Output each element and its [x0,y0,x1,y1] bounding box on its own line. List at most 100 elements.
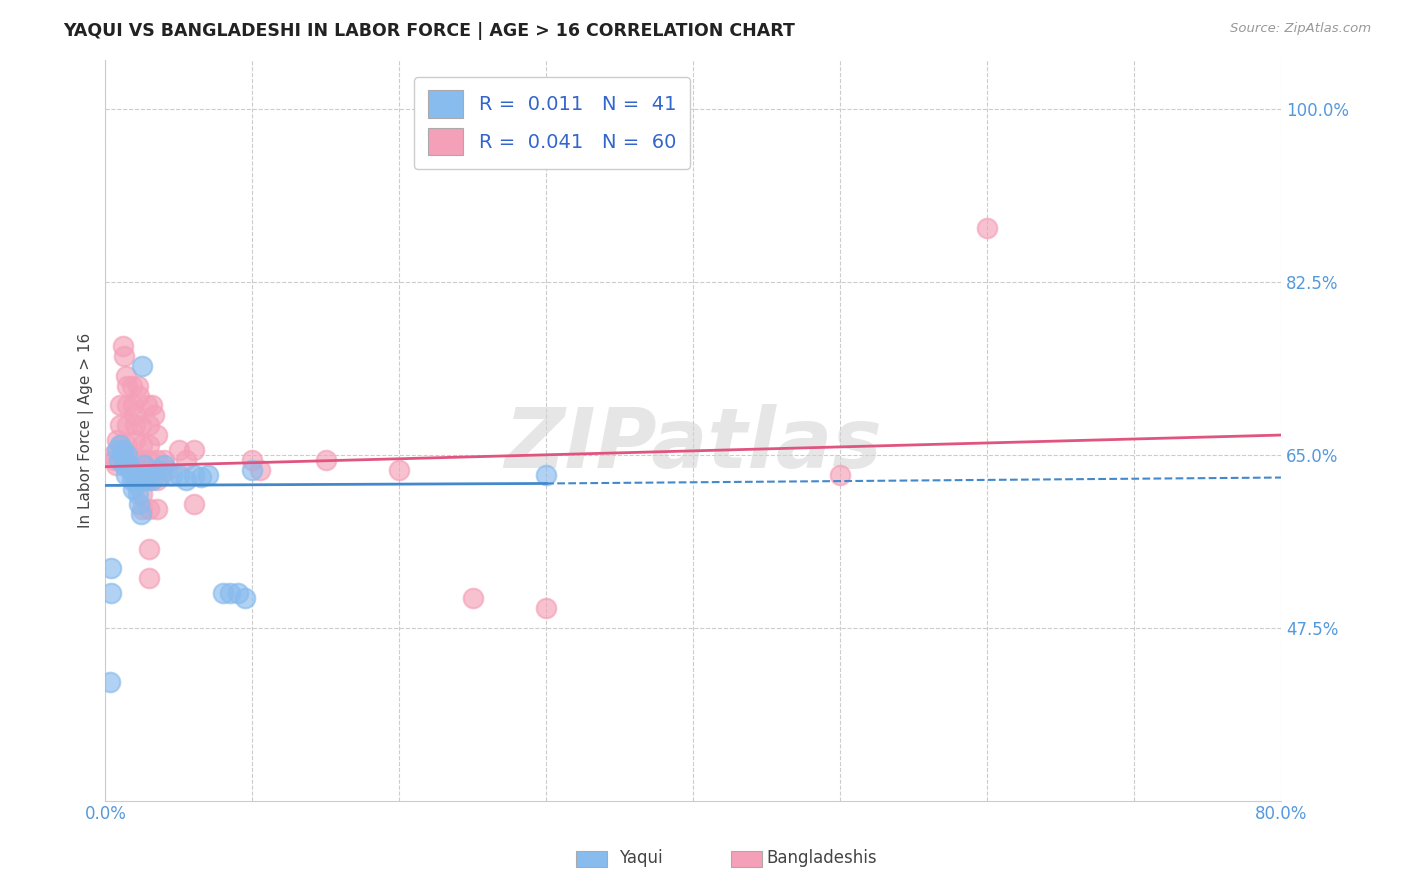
Point [830,467,852,482]
Point [115,368,138,383]
Point [146,462,169,476]
Point [388,462,411,476]
Point [129,418,152,433]
Legend: R =  0.011   N =  41, R =  0.041   N =  60: R = 0.011 N = 41, R = 0.041 N = 60 [415,77,690,169]
Point [183,497,205,511]
Point [128,497,150,511]
Point [976,220,998,235]
Point [141,473,163,487]
Point [534,467,557,482]
Point [212,586,235,600]
Point [131,438,153,452]
Point [138,418,160,433]
Point [131,502,153,516]
Point [138,438,160,452]
Point [146,473,169,487]
Point [115,467,138,482]
Point [150,467,173,482]
Point [124,467,146,482]
Point [174,473,197,487]
Point [122,483,145,497]
Point [122,398,145,412]
Point [103,452,125,467]
Point [142,409,165,423]
Point [315,452,337,467]
Point [114,349,136,363]
Point [146,428,169,442]
Point [108,438,131,452]
Point [219,586,242,600]
Point [118,458,141,472]
Point [128,388,150,402]
Point [226,586,249,600]
Point [138,571,160,585]
Point [197,467,219,482]
Point [153,452,176,467]
Point [124,462,146,476]
Point [124,433,146,447]
Point [138,467,160,482]
Text: Bangladeshis: Bangladeshis [766,849,877,867]
Point [111,442,134,457]
Point [131,359,153,373]
Point [114,458,136,472]
Point [117,378,139,392]
Text: Yaqui: Yaqui [619,849,662,867]
Point [174,452,197,467]
Point [108,438,131,452]
Point [233,591,256,605]
Point [131,452,153,467]
Point [105,442,128,457]
Point [240,452,263,467]
Point [108,452,131,467]
Point [146,452,169,467]
Point [240,462,263,476]
Point [121,378,143,392]
Point [117,418,139,433]
Point [117,398,139,412]
Point [135,398,157,412]
Point [127,378,149,392]
Point [127,487,149,501]
Point [183,442,205,457]
Point [190,469,212,483]
Point [249,462,271,476]
Point [183,467,205,482]
Point [124,452,146,467]
Point [132,458,155,472]
Point [131,467,153,482]
Point [105,433,128,447]
Point [167,442,190,457]
Point [167,467,190,482]
Point [131,487,153,501]
Point [124,418,146,433]
Point [146,502,169,516]
Point [134,467,156,482]
Text: Source: ZipAtlas.com: Source: ZipAtlas.com [1230,22,1371,36]
Point [111,339,134,353]
Point [98,675,121,690]
Point [121,473,143,487]
Point [141,398,163,412]
Point [534,601,557,615]
Y-axis label: In Labor Force | Age > 16: In Labor Force | Age > 16 [79,333,94,528]
Point [117,452,139,467]
Point [120,462,142,476]
Point [138,502,160,516]
Point [108,398,131,412]
Point [124,409,146,423]
Point [117,448,139,462]
Point [138,541,160,556]
Text: YAQUI VS BANGLADESHI IN LABOR FORCE | AGE > 16 CORRELATION CHART: YAQUI VS BANGLADESHI IN LABOR FORCE | AG… [63,22,796,40]
Point [156,462,179,476]
Text: ZIPatlas: ZIPatlas [505,404,882,485]
Point [101,448,124,462]
Point [129,507,152,521]
Point [104,458,127,472]
Point [100,586,122,600]
Point [108,418,131,433]
Point [153,458,176,472]
Point [135,473,157,487]
Point [124,473,146,487]
Point [138,473,160,487]
